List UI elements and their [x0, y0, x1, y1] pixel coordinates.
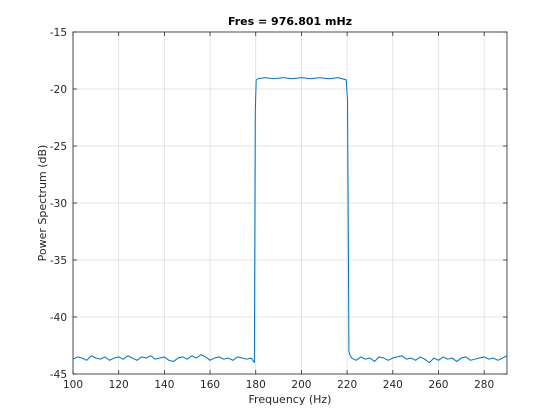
- x-tick-label: 180: [246, 379, 266, 391]
- y-tick-label: -40: [50, 312, 67, 324]
- series-group: [72, 77, 508, 364]
- y-tick-label: -15: [50, 27, 67, 39]
- x-tick-label: 220: [337, 379, 357, 391]
- grid-lines: [72, 31, 507, 375]
- x-tick-label: 140: [154, 379, 174, 391]
- x-tick-label: 260: [428, 379, 448, 391]
- series-line: [72, 77, 508, 364]
- y-tick-label: -20: [50, 84, 67, 96]
- x-tick-label: 100: [63, 379, 83, 391]
- y-tick-label: -35: [50, 255, 67, 267]
- x-tick-label: 160: [200, 379, 220, 391]
- x-tick-label: 240: [383, 379, 403, 391]
- x-tick-label: 120: [109, 379, 129, 391]
- y-tick-label: -25: [50, 141, 67, 153]
- x-tick-label: 200: [291, 379, 311, 391]
- y-tick-label: -45: [50, 369, 67, 381]
- chart-title: Fres = 976.801 mHz: [228, 15, 352, 28]
- y-tick-label: -30: [50, 198, 67, 210]
- x-tick-label: 280: [474, 379, 494, 391]
- y-axis-label: Power Spectrum (dB): [36, 145, 49, 262]
- x-axis-label: Frequency (Hz): [249, 393, 332, 406]
- axis-ticks: 100 120 140 160 180 200 220 240 260 280 -15 -20 -25 -…: [50, 27, 507, 391]
